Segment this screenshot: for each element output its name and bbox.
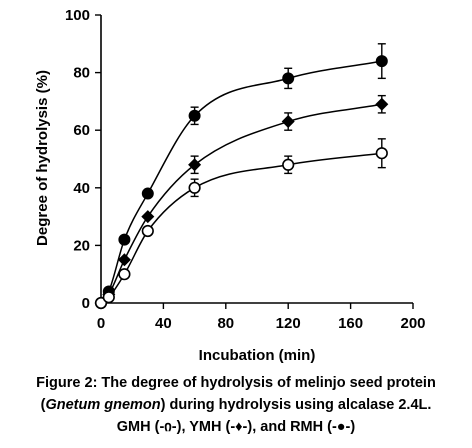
axes: 0 40 80 120 160 200 0 20 40 60 80 100 — [65, 7, 426, 332]
chart: 0 40 80 120 160 200 0 20 40 60 80 100 Incubation (m… — [34, 7, 426, 364]
data-point-ymh — [117, 253, 131, 267]
markers — [94, 55, 389, 310]
data-point-ymh — [375, 97, 389, 111]
x-tick-label: 160 — [338, 315, 363, 332]
y-tick-label: 20 — [73, 237, 90, 254]
caption-line-1: Figure 2: The degree of hydrolysis of me… — [36, 375, 436, 391]
data-point-ymh — [281, 115, 295, 129]
caption-species: Gnetum gnemon — [45, 397, 161, 413]
data-point-rmh — [282, 72, 295, 85]
y-axis-title: Degree of hydrolysis (%) — [34, 70, 51, 246]
curves — [100, 60, 382, 304]
y-tick-label: 100 — [65, 7, 90, 24]
series-line-rmh — [100, 60, 382, 304]
data-point-gmh — [375, 147, 388, 160]
data-point-gmh — [282, 158, 295, 171]
x-axis-title: Incubation (min) — [199, 347, 316, 364]
caption-line-2: (Gnetum gnemon) during hydrolysis using … — [0, 394, 472, 416]
y-tick-label: 80 — [73, 65, 90, 82]
data-point-ymh — [188, 158, 202, 172]
x-tick-label: 0 — [97, 315, 105, 332]
x-tick-label: 120 — [276, 315, 301, 332]
figure-caption: Figure 2: The degree of hydrolysis of me… — [0, 372, 472, 438]
data-point-gmh — [102, 291, 115, 304]
series-line-ymh — [100, 103, 382, 304]
data-point-rmh — [118, 233, 131, 246]
data-point-gmh — [188, 181, 201, 194]
caption-line-3: GMH (-ი-), YMH (-♦-), and RMH (-●-) — [116, 419, 356, 435]
caption-line-2-rest: ) during hydrolysis using alcalase 2.4L. — [160, 397, 432, 413]
data-point-ymh — [141, 210, 155, 224]
y-tick-label: 40 — [73, 180, 90, 197]
x-tick-label: 80 — [217, 315, 234, 332]
x-tick-label: 200 — [400, 315, 425, 332]
x-tick-label: 40 — [155, 315, 172, 332]
caption-paren-open: ( — [40, 397, 46, 413]
data-point-gmh — [141, 224, 154, 238]
y-tick-label: 0 — [82, 295, 90, 312]
data-point-rmh — [375, 55, 388, 68]
data-point-gmh — [118, 268, 131, 281]
y-tick-label: 60 — [73, 122, 90, 139]
data-point-rmh — [141, 187, 154, 200]
data-point-rmh — [188, 109, 201, 122]
